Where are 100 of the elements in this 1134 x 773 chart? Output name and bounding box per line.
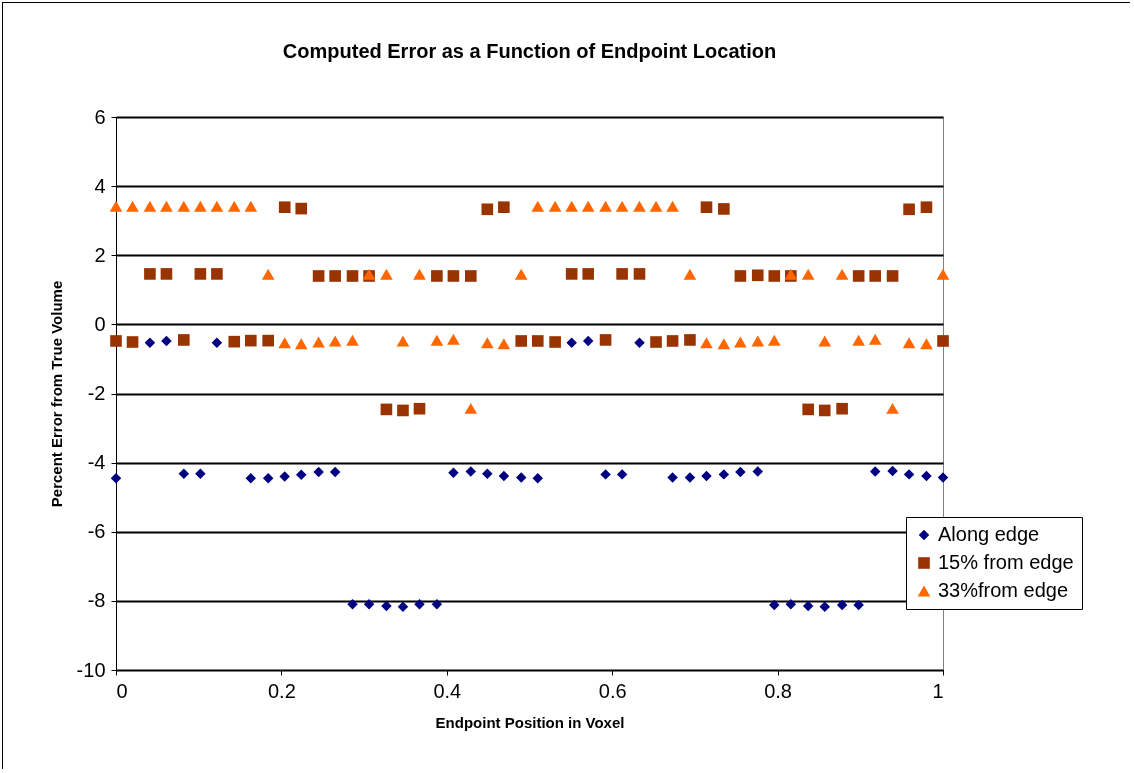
- point: [667, 472, 678, 483]
- point: [818, 404, 831, 417]
- point: [650, 336, 662, 348]
- x-tick-label: 0.6: [598, 679, 627, 702]
- point: [262, 334, 274, 347]
- point: [752, 466, 763, 477]
- point: [937, 472, 949, 483]
- point: [836, 402, 848, 415]
- point: [363, 599, 375, 610]
- point: [381, 600, 392, 612]
- point: [482, 468, 493, 479]
- point: [312, 336, 325, 348]
- y-tick-label: 4: [94, 174, 106, 197]
- point: [431, 270, 443, 282]
- y-tick-label: 0: [94, 312, 106, 335]
- point: [447, 270, 460, 282]
- y-tick-label: -8: [87, 589, 106, 612]
- point: [397, 601, 409, 612]
- point: [194, 268, 207, 280]
- point: [346, 270, 359, 282]
- point: [531, 335, 544, 347]
- point: [921, 470, 932, 482]
- point: [936, 268, 950, 280]
- point: [666, 335, 679, 347]
- point: [160, 268, 173, 280]
- point: [684, 334, 696, 346]
- point: [868, 333, 882, 345]
- point: [599, 200, 612, 212]
- x-axis-title: Endpoint Position in Voxel: [435, 713, 625, 731]
- point: [279, 471, 290, 482]
- point: [431, 599, 443, 610]
- point: [801, 268, 815, 280]
- point: [329, 466, 341, 478]
- point: [852, 334, 865, 346]
- point: [313, 466, 324, 478]
- y-axis-title: Percent Error from True Volume: [47, 280, 65, 508]
- point: [144, 337, 156, 348]
- point: [178, 468, 190, 479]
- point: [396, 335, 410, 347]
- chart-title: Computed Error as a Function of Endpoint Location: [282, 40, 777, 62]
- point: [902, 337, 916, 349]
- point: [937, 335, 949, 347]
- point: [347, 599, 358, 610]
- point: [109, 200, 123, 212]
- point: [245, 472, 257, 484]
- x-tick-label: 0.4: [433, 679, 462, 702]
- point: [346, 334, 359, 346]
- point: [465, 466, 477, 477]
- legend-label: 15% from edge: [938, 551, 1074, 573]
- point: [380, 403, 393, 416]
- point: [160, 200, 173, 212]
- point: [210, 200, 224, 212]
- x-tick-label: 0.2: [267, 679, 296, 702]
- point: [110, 472, 122, 484]
- point: [886, 270, 899, 282]
- point: [581, 200, 595, 212]
- point: [869, 466, 881, 477]
- point: [818, 335, 832, 347]
- point: [244, 200, 258, 212]
- point: [920, 338, 933, 350]
- y-tick-label: -4: [87, 451, 106, 474]
- point: [616, 469, 628, 480]
- point: [769, 599, 780, 611]
- point: [852, 270, 865, 282]
- point: [565, 200, 578, 212]
- y-tick-label: 2: [94, 243, 106, 266]
- y-tick-label: -10: [76, 658, 106, 681]
- point: [718, 469, 730, 480]
- point: [244, 334, 257, 347]
- point: [886, 402, 899, 414]
- point: [785, 599, 797, 610]
- point: [701, 470, 712, 482]
- point: [397, 404, 409, 417]
- point: [126, 336, 139, 348]
- point: [853, 599, 864, 611]
- point: [700, 201, 713, 214]
- point: [768, 270, 781, 282]
- point: [700, 337, 713, 349]
- point: [634, 337, 645, 348]
- point: [413, 402, 426, 415]
- point: [296, 469, 307, 480]
- point: [380, 268, 393, 280]
- point: [548, 200, 562, 212]
- point: [228, 335, 241, 348]
- x-tick-label: 1: [932, 679, 944, 702]
- point: [751, 335, 765, 347]
- y-tick-label: -2: [87, 382, 106, 404]
- point: [295, 202, 308, 215]
- point: [278, 201, 291, 214]
- point: [532, 472, 544, 484]
- point: [278, 337, 292, 349]
- point: [599, 334, 612, 346]
- point: [717, 338, 731, 350]
- point: [498, 201, 510, 214]
- legend-label: 33%from edge: [938, 579, 1069, 601]
- point: [211, 337, 223, 348]
- point: [227, 200, 241, 212]
- point: [329, 270, 341, 282]
- point: [531, 200, 545, 212]
- point: [600, 469, 611, 480]
